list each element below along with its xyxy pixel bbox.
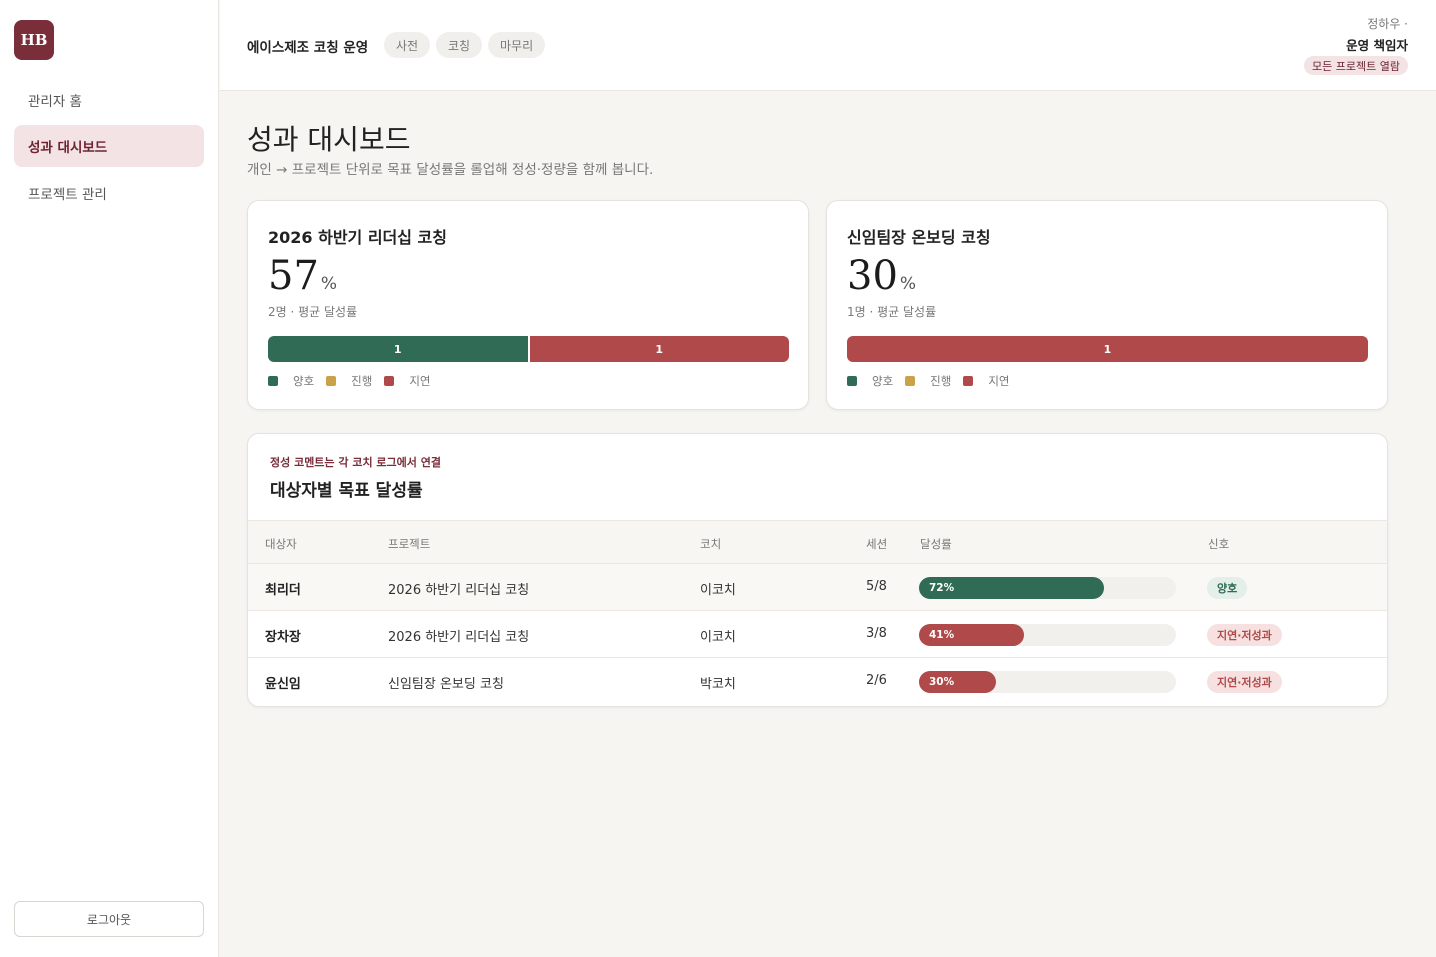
phase-chip-pre[interactable]: 사전 [384, 32, 431, 58]
table-row[interactable]: 최리더 2026 하반기 리더십 코칭 이코치 5/8 72% 양호 [248, 564, 1387, 611]
column-header-subject[interactable]: 대상자 [265, 537, 297, 551]
sidebar-item-performance-dashboard[interactable]: 성과 대시보드 [14, 125, 204, 167]
permission-badge: 모든 프로젝트 열람 [1304, 56, 1408, 75]
user-role: 운영 책임자 [1346, 38, 1408, 53]
logout-button[interactable]: 로그아웃 [14, 901, 204, 937]
project-name: 신임팀장 온보딩 코칭 [847, 228, 991, 247]
legend-swatch-late [384, 376, 395, 386]
column-header-rate[interactable]: 달성률 [920, 537, 952, 551]
table-kicker: 정성 코멘트는 각 코치 로그에서 연결 [270, 456, 441, 469]
status-legend: 양호 진행 지연 [847, 373, 1022, 389]
company-title: 에이스제조 코칭 운영 [247, 40, 369, 56]
legend-label-good: 양호 [293, 374, 315, 388]
legend-swatch-good [268, 376, 278, 386]
project-card[interactable]: 2026 하반기 리더십 코칭 57% 2명 · 평균 달성률 1 1 양호 진… [247, 200, 809, 410]
legend-swatch-progress [905, 376, 916, 386]
project-name: 2026 하반기 리더십 코칭 [268, 228, 448, 247]
legend-swatch-progress [326, 376, 337, 386]
rate-unit: % [899, 274, 917, 294]
project-average-rate: 30% [847, 253, 916, 299]
subject-name: 최리더 [265, 583, 301, 598]
session-count: 2/6 [866, 673, 887, 688]
user-name: 정하우 · [1367, 17, 1408, 31]
project-average-rate: 57% [268, 253, 337, 299]
status-distribution-bar: 1 1 [268, 336, 789, 362]
project-name-cell: 신임팀장 온보딩 코칭 [388, 677, 504, 692]
page-title: 성과 대시보드 [247, 123, 411, 156]
rate-progress-fill: 30% [919, 671, 997, 693]
subject-name: 장차장 [265, 630, 301, 645]
signal-badge: 양호 [1207, 577, 1248, 599]
phase-chip-wrapup[interactable]: 마무리 [488, 32, 546, 58]
coach-name: 이코치 [700, 583, 736, 598]
project-name-cell: 2026 하반기 리더십 코칭 [388, 630, 530, 645]
rate-value: 30 [847, 253, 898, 299]
session-count: 5/8 [866, 579, 887, 594]
column-header-project[interactable]: 프로젝트 [388, 537, 431, 551]
rate-progress-fill: 41% [919, 624, 1025, 646]
status-distribution-bar: 1 [847, 336, 1368, 362]
rate-unit: % [320, 274, 338, 294]
signal-badge: 지연·저성과 [1207, 671, 1282, 693]
coach-name: 이코치 [700, 630, 736, 645]
segment-good: 1 [268, 336, 530, 362]
legend-swatch-good [847, 376, 857, 386]
legend-label-late: 지연 [409, 374, 431, 388]
sidebar-item-project-management[interactable]: 프로젝트 관리 [28, 187, 107, 203]
table-title: 대상자별 목표 달성률 [270, 481, 423, 501]
legend-label-good: 양호 [872, 374, 894, 388]
rate-progress-track: 72% [919, 577, 1176, 599]
table-row[interactable]: 장차장 2026 하반기 리더십 코칭 이코치 3/8 41% 지연·저성과 [248, 611, 1387, 658]
subject-rate-table-card: 정성 코멘트는 각 코치 로그에서 연결 대상자별 목표 달성률 대상자 프로젝… [247, 433, 1388, 707]
subject-name: 윤신임 [265, 677, 301, 692]
column-header-coach[interactable]: 코치 [700, 537, 722, 551]
app-logo[interactable]: HB [14, 20, 54, 60]
signal-badge: 지연·저성과 [1207, 624, 1282, 646]
session-count: 3/8 [866, 626, 887, 641]
coach-name: 박코치 [700, 677, 736, 692]
project-name-cell: 2026 하반기 리더십 코칭 [388, 583, 530, 598]
page-subtitle: 개인 → 프로젝트 단위로 목표 달성률을 롤업해 정성·정량을 함께 봅니다. [247, 162, 654, 178]
legend-label-late: 지연 [988, 374, 1010, 388]
table-row[interactable]: 윤신임 신임팀장 온보딩 코칭 박코치 2/6 30% 지연·저성과 [248, 658, 1387, 705]
legend-label-progress: 진행 [930, 374, 952, 388]
rate-progress-track: 30% [919, 671, 1176, 693]
project-meta: 2명 · 평균 달성률 [268, 305, 358, 319]
column-header-signal[interactable]: 신호 [1208, 537, 1230, 551]
segment-late: 1 [529, 336, 789, 362]
rate-value: 57 [268, 253, 319, 299]
rate-progress-fill: 72% [919, 577, 1105, 599]
status-legend: 양호 진행 지연 [268, 373, 443, 389]
sidebar: HB 관리자 홈 성과 대시보드 프로젝트 관리 로그아웃 [0, 0, 219, 957]
sidebar-item-admin-home[interactable]: 관리자 홈 [28, 94, 82, 110]
rate-progress-track: 41% [919, 624, 1176, 646]
project-card[interactable]: 신임팀장 온보딩 코칭 30% 1명 · 평균 달성률 1 양호 진행 지연 [826, 200, 1388, 410]
phase-chip-coaching[interactable]: 코칭 [436, 32, 483, 58]
project-meta: 1명 · 평균 달성률 [847, 305, 937, 319]
column-header-sessions[interactable]: 세션 [866, 537, 888, 551]
legend-label-progress: 진행 [351, 374, 373, 388]
top-bar: 에이스제조 코칭 운영 사전 코칭 마무리 정하우 · 운영 책임자 모든 프로… [220, 0, 1436, 91]
table-header: 대상자 프로젝트 코치 세션 달성률 신호 [248, 520, 1387, 564]
segment-late: 1 [847, 336, 1368, 362]
legend-swatch-late [963, 376, 974, 386]
